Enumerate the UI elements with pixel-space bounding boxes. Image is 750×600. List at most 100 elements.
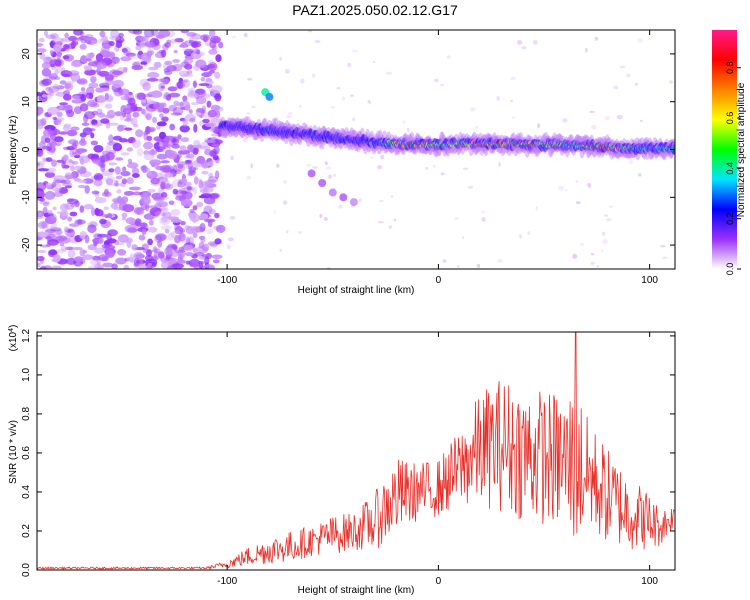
noise-blob [180,30,189,34]
scatter-blob [370,156,374,160]
noise-blob [41,94,47,98]
noise-blob [202,105,207,114]
noise-blob [166,150,178,160]
noise-blob [189,36,194,43]
noise-blob [42,202,50,207]
noise-blob [109,35,121,41]
noise-blob [215,54,222,62]
scatter-blob [580,243,585,246]
scatter-blob [662,256,668,259]
noise-blob [140,222,148,228]
noise-blob [37,48,47,53]
noise-blob [190,225,200,234]
spectrogram-y-ticks: 20 10 0 -10 -20 [21,48,675,252]
snr-x-ticks: -100 0 100 [217,332,658,587]
noise-blob [193,176,199,185]
noise-blob [132,30,143,35]
noise-blob [154,234,163,243]
noise-blob [44,137,51,144]
noise-blob [66,129,78,137]
x-tick-label: 0 [436,576,442,587]
scatter-blob [250,163,253,169]
noise-blob [138,234,146,241]
noise-blob [191,33,202,40]
noise-blob [140,99,147,104]
noise-blob [215,156,220,164]
noise-blob [68,223,80,227]
colorbar-tick-label: 0.6 [725,112,735,125]
noise-blob [122,107,133,115]
scatter-blob [232,35,236,39]
noise-blob [199,222,206,232]
noise-blob [178,77,183,83]
noise-blob [88,62,96,67]
noise-blob [37,221,48,229]
noise-blob [203,205,213,215]
scatter-blob [496,96,500,101]
noise-blob [89,40,98,45]
scatter-blob [521,46,527,50]
snr-background [37,332,675,570]
noise-blob [173,49,178,54]
noise-blob [195,112,202,116]
noise-blob [70,165,75,172]
noise-blob [104,175,116,183]
noise-blob [160,225,172,231]
noise-blob [55,118,63,123]
noise-blob [120,96,127,101]
noise-blob [190,101,199,106]
scatter-blob [352,117,355,122]
noise-blob [70,40,76,49]
noise-blob [196,201,204,208]
noise-blob [84,66,92,71]
noise-blob [178,149,190,155]
noise-blob [59,102,68,106]
scatter-blob [285,230,289,234]
noise-blob [141,228,147,235]
noise-blob [84,111,95,120]
noise-blob [114,242,125,246]
noise-blob [164,60,173,66]
noise-blob [162,164,174,173]
scatter-blob [311,73,316,78]
scatter-blob [440,172,446,175]
scatter-blob [300,78,305,84]
scatter-blob [393,218,397,222]
noise-blob [204,256,210,266]
scatter-blob [347,147,350,152]
noise-blob [87,153,96,159]
spectrogram-y-label: Frequency (Hz) [8,116,19,185]
noise-blob [38,37,45,43]
noise-blob [152,38,159,45]
noise-blob [207,64,216,69]
scatter-blob [637,38,644,43]
noise-blob [174,235,181,244]
noise-blob [163,172,174,178]
noise-blob [177,248,186,258]
noise-blob [41,68,52,77]
noise-blob [170,231,177,238]
noise-blob [188,109,193,114]
noise-blob [196,155,206,164]
noise-blob [122,237,133,244]
scatter-blob [229,216,236,220]
noise-blob [43,30,49,36]
noise-blob [49,213,57,222]
noise-blob [174,38,184,43]
scatter-blob [273,117,279,121]
noise-blob [192,205,198,211]
noise-blob [169,123,176,131]
noise-blob [107,238,117,244]
noise-blob [64,174,74,180]
scatter-blob [388,225,392,230]
noise-blob [179,125,190,133]
noise-blob [206,228,214,234]
noise-blob [135,129,144,138]
scatter-blob [358,198,363,203]
x-tick-label: -100 [217,275,237,286]
noise-blob [157,239,163,248]
noise-blob [188,169,196,176]
scatter-blob [373,61,376,63]
noise-blob [103,206,109,211]
feature-blob [318,179,327,187]
